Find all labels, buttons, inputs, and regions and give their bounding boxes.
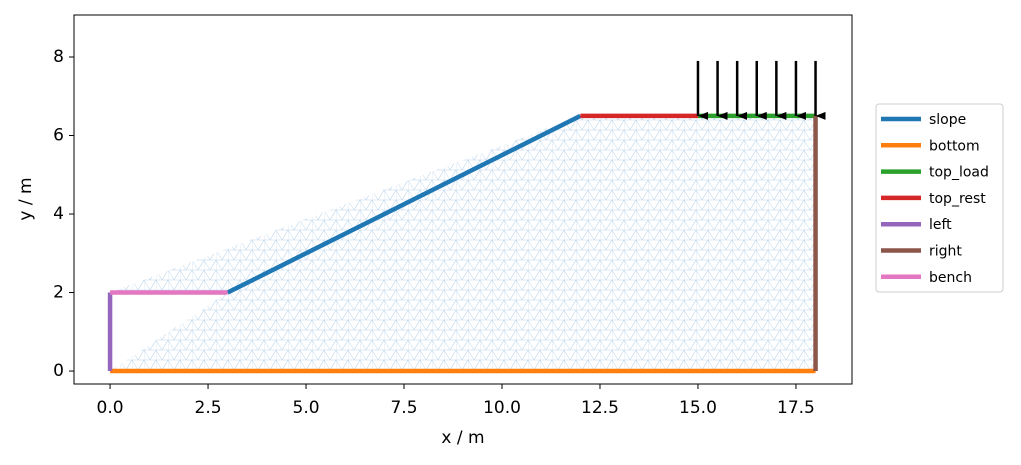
x-tick-label: 7.5 [390,398,417,418]
plot-area [107,113,818,374]
x-tick-label: 12.5 [581,398,619,418]
boundary-line [226,113,582,295]
legend-label: bench [929,270,972,286]
x-tick-label: 2.5 [195,398,222,418]
legend-label: left [929,217,952,233]
x-axis-label: x / m [441,428,484,448]
legend-label: slope [929,112,966,128]
y-tick-label: 8 [53,47,64,67]
x-tick-label: 15.0 [679,398,717,418]
y-tick-label: 6 [53,126,64,146]
legend-label: top_rest [929,191,986,207]
x-tick-label: 17.5 [777,398,815,418]
x-tick-label: 5.0 [293,398,320,418]
mesh [110,115,816,372]
x-tick-label: 10.0 [483,398,521,418]
legend-label: top_load [929,165,989,181]
y-axis-label: y / m [16,177,36,220]
legend-label: bottom [929,138,980,154]
y-tick-label: 0 [53,361,64,381]
y-tick-label: 4 [53,204,64,224]
y-tick-label: 2 [53,283,64,303]
legend-label: right [929,244,962,260]
legend-box [875,103,1004,293]
axes-frame [73,14,853,385]
x-tick-label: 0.0 [97,398,124,418]
